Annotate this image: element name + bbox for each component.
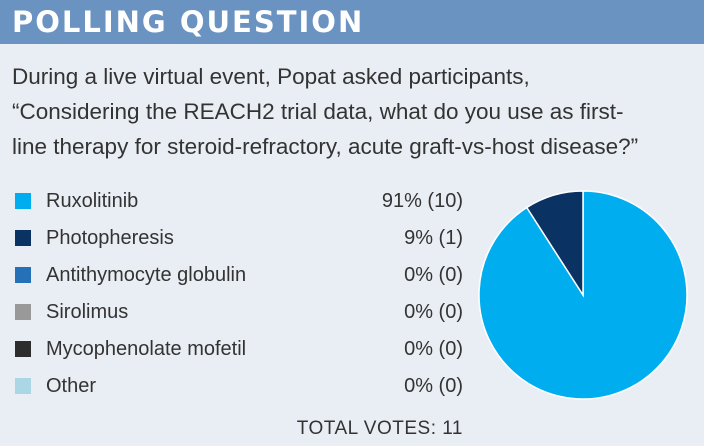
legend-label: Other xyxy=(46,375,97,397)
legend-value: 9% (1) xyxy=(404,227,463,249)
legend-row-antithymocyte-globulin: Antithymocyte globulin 0% (0) xyxy=(15,258,463,295)
legend-value: 0% (0) xyxy=(404,301,463,323)
pie-chart xyxy=(478,190,688,400)
legend-row-photopheresis: Photopheresis 9% (1) xyxy=(15,221,463,258)
legend-label: Antithymocyte globulin xyxy=(46,264,247,286)
legend-label: Mycophenolate mofetil xyxy=(46,338,247,360)
question-line: “Considering the REACH2 trial data, what… xyxy=(12,99,624,124)
legend: Ruxolitinib 91% (10) Photopheresis 9% (1… xyxy=(15,184,463,443)
legend-swatch xyxy=(15,193,31,209)
question-text: During a live virtual event, Popat asked… xyxy=(12,59,696,164)
legend-row-sirolimus: Sirolimus 0% (0) xyxy=(15,295,463,332)
legend-value: 0% (0) xyxy=(404,375,463,397)
legend-row-ruxolitinib: Ruxolitinib 91% (10) xyxy=(15,184,463,221)
legend-total-row: TOTAL VOTES: 11 xyxy=(15,406,463,443)
legend-swatch xyxy=(15,378,31,394)
total-votes: TOTAL VOTES: 11 xyxy=(296,418,463,439)
question-line: During a live virtual event, Popat asked… xyxy=(12,64,530,89)
legend-swatch xyxy=(15,267,31,283)
pie-slice-photopheresis xyxy=(525,190,584,298)
legend-label: Photopheresis xyxy=(46,227,174,249)
page-title: POLLING QUESTION xyxy=(12,5,365,39)
legend-row-other: Other 0% (0) xyxy=(15,369,463,406)
legend-swatch xyxy=(15,230,31,246)
legend-value: 91% (10) xyxy=(381,190,463,212)
legend-label: Ruxolitinib xyxy=(46,190,139,212)
question-line: line therapy for steroid-refractory, acu… xyxy=(12,134,639,159)
legend-label: Sirolimus xyxy=(46,301,129,323)
pie-slice-ruxolitinib xyxy=(478,190,688,400)
legend-value: 0% (0) xyxy=(404,264,463,286)
legend-value: 0% (0) xyxy=(404,338,463,360)
legend-row-mycophenolate-mofetil: Mycophenolate mofetil 0% (0) xyxy=(15,332,463,369)
legend-swatch xyxy=(15,304,31,320)
legend-swatch xyxy=(15,341,31,357)
header-bar: POLLING QUESTION xyxy=(0,0,704,44)
